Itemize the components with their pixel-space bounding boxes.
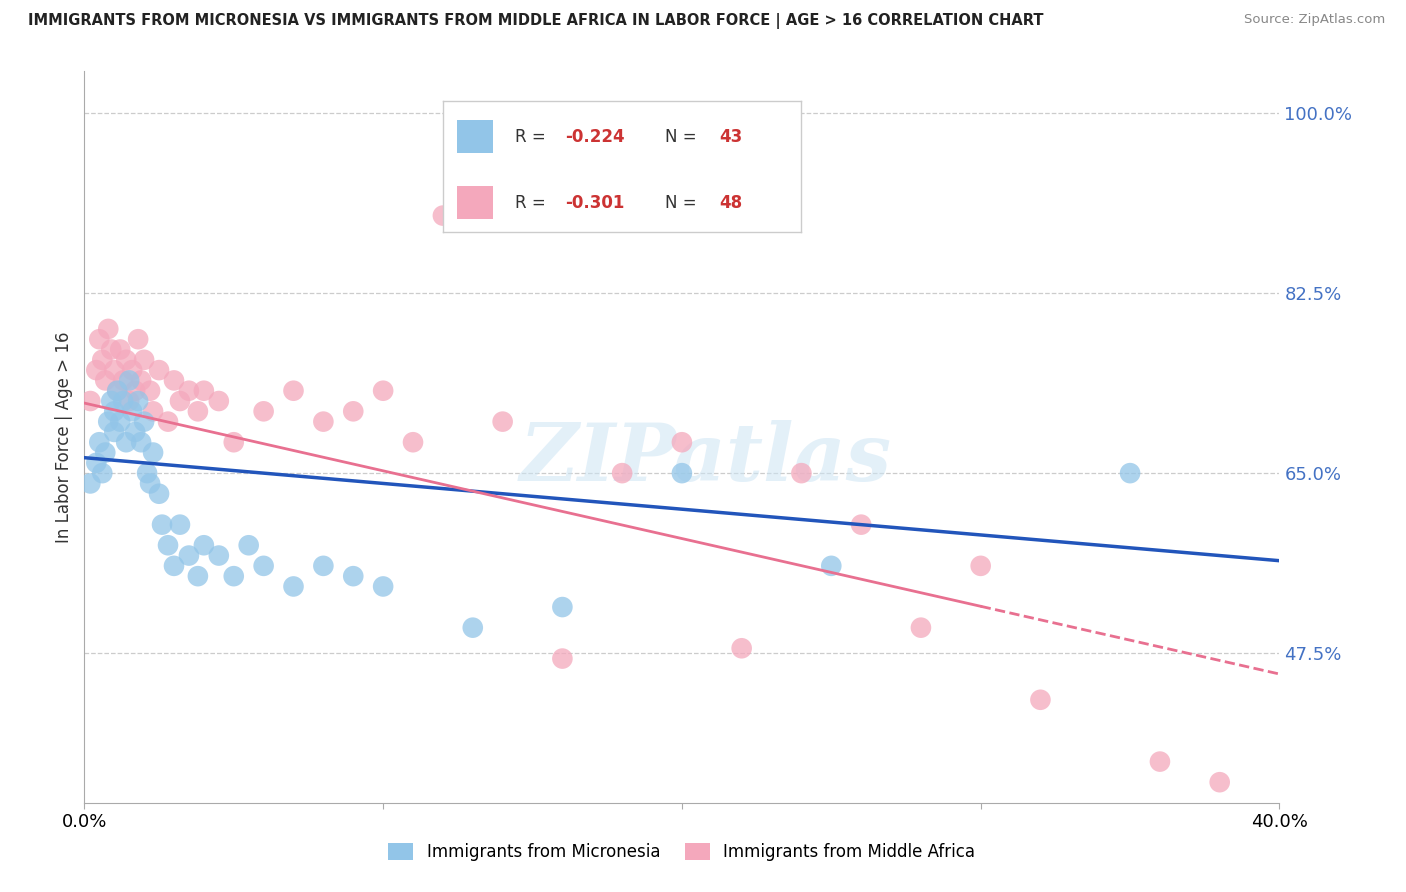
Point [103, 425, 125, 439]
Point [142, 445, 165, 459]
Point [105, 384, 128, 398]
Point [169, 517, 191, 532]
Point [121, 363, 143, 377]
Text: IMMIGRANTS FROM MICRONESIA VS IMMIGRANTS FROM MIDDLE AFRICA IN LABOR FORCE | AGE: IMMIGRANTS FROM MICRONESIA VS IMMIGRANTS… [28, 13, 1043, 29]
Point [127, 332, 149, 346]
Point [402, 435, 425, 450]
Point [910, 621, 932, 635]
Point [1149, 755, 1171, 769]
Point [731, 641, 754, 656]
Point [79, 394, 101, 409]
Point [342, 404, 364, 418]
Point [103, 404, 125, 418]
Point [118, 394, 141, 409]
Point [136, 466, 159, 480]
Point [163, 373, 186, 387]
Point [110, 415, 132, 429]
Point [1209, 775, 1232, 789]
Point [187, 569, 209, 583]
Point [1029, 693, 1052, 707]
Point [253, 558, 276, 573]
Point [373, 579, 395, 593]
Legend: Immigrants from Micronesia, Immigrants from Middle Africa: Immigrants from Micronesia, Immigrants f… [381, 836, 983, 868]
Point [373, 384, 395, 398]
Point [790, 466, 813, 480]
Point [177, 384, 200, 398]
Point [86, 456, 108, 470]
Y-axis label: In Labor Force | Age > 16: In Labor Force | Age > 16 [55, 331, 73, 543]
Point [91, 352, 114, 367]
Point [671, 435, 693, 450]
Point [115, 435, 138, 450]
Point [671, 466, 693, 480]
Point [851, 517, 873, 532]
Point [105, 384, 128, 398]
Text: ZIPatlas: ZIPatlas [520, 420, 891, 498]
Point [820, 558, 842, 573]
Point [157, 415, 180, 429]
Point [100, 343, 122, 357]
Point [89, 332, 111, 346]
Point [129, 435, 152, 450]
Point [97, 415, 120, 429]
Point [132, 352, 156, 367]
Point [148, 487, 170, 501]
Point [551, 600, 574, 615]
Point [100, 394, 122, 409]
Point [970, 558, 993, 573]
Point [127, 394, 149, 409]
Point [132, 415, 156, 429]
Point [222, 435, 245, 450]
Point [124, 425, 146, 439]
Point [312, 558, 335, 573]
Point [103, 363, 125, 377]
Point [129, 373, 152, 387]
Point [139, 476, 162, 491]
Point [112, 373, 135, 387]
Point [89, 435, 111, 450]
Point [177, 549, 200, 563]
Point [461, 621, 484, 635]
Point [312, 415, 335, 429]
Text: Source: ZipAtlas.com: Source: ZipAtlas.com [1244, 13, 1385, 27]
Point [253, 404, 276, 418]
Point [148, 363, 170, 377]
Point [94, 445, 117, 459]
Point [222, 569, 245, 583]
Point [169, 394, 191, 409]
Point [121, 404, 143, 418]
Point [1119, 466, 1142, 480]
Point [124, 384, 146, 398]
Point [118, 373, 141, 387]
Point [342, 569, 364, 583]
Point [551, 651, 574, 665]
Point [208, 394, 231, 409]
Point [112, 394, 135, 409]
Point [238, 538, 260, 552]
Point [115, 352, 138, 367]
Point [193, 384, 215, 398]
Point [283, 384, 305, 398]
Point [110, 343, 132, 357]
Point [94, 373, 117, 387]
Point [157, 538, 180, 552]
Point [97, 322, 120, 336]
Point [139, 384, 162, 398]
Point [86, 363, 108, 377]
Point [142, 404, 165, 418]
Point [193, 538, 215, 552]
Point [150, 517, 173, 532]
Point [187, 404, 209, 418]
Point [91, 466, 114, 480]
Point [283, 579, 305, 593]
Point [79, 476, 101, 491]
Point [208, 549, 231, 563]
Point [432, 209, 454, 223]
Point [612, 466, 634, 480]
Point [163, 558, 186, 573]
Point [492, 415, 515, 429]
